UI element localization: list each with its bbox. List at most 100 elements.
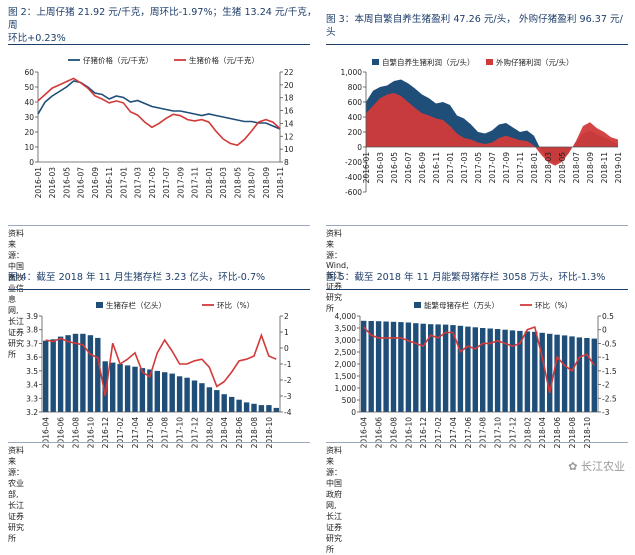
c2-x-tick-label: 2018-06 [235,417,244,449]
c0-x-tick-label: 2017-09 [176,167,185,199]
c1-left-tick-label: 800 [348,83,363,92]
c2-x-tick-label: 2017-02 [116,417,125,449]
figure-3-top-rule [326,44,628,45]
c2-legend-1-label: 环比（%） [217,300,254,310]
c1-left-tick-label: -400 [345,173,362,182]
c0-x-tick-label: 2016-03 [48,167,57,199]
c2-bar [102,361,108,412]
c3-bar [547,333,553,412]
c3-right-tick-label: -0.5 [602,339,617,348]
c2-bar [65,335,71,412]
c0-right-tick-label: 20 [284,81,294,90]
figure-3-chart: -600 -400 -200 0 200 400 600 800 1,000 2016-01 201… [341,57,623,197]
c3-x-tick-label: 2017-08 [479,417,488,449]
figure-2-chart: 0 10 20 30 40 50 60 8 10 12 14 16 18 20 22 2016-01 2016-… [24,55,294,199]
c0-right-tick-label: 8 [284,158,289,167]
c0-left-tick-label: 10 [24,143,34,152]
c3-left-tick-label: 2,000 [335,360,357,369]
c0-right-tick-label: 16 [284,107,294,116]
c1-series-area-1 [366,93,618,166]
c2-bar [199,383,205,412]
c2-bar [162,372,168,412]
c3-x-tick-label: 2017-02 [434,417,443,449]
figure-2-top-rule [8,44,310,45]
wechat-icon: ✿ [568,460,578,473]
c3-x-tick-label: 2018-02 [523,417,532,449]
c0-x-tick-label: 2018-05 [233,167,242,199]
c1-left-tick-label: 0 [357,143,362,152]
c3-left-tick-label: 4,000 [335,312,357,321]
c3-bar [368,321,374,412]
c2-x-tick-label: 2017-12 [190,417,199,449]
c3-bar [487,328,493,412]
c3-x-tick-label: 2018-08 [568,417,577,449]
c1-x-tick-label: 2017-05 [474,152,483,184]
c0-legend-1-label: 生猪价格（元/千克） [189,55,259,65]
c0-x-tick-label: 2017-05 [148,167,157,199]
c3-x-tick-label: 2016-12 [419,417,428,449]
c0-left-tick-label: 0 [29,158,34,167]
c3-left-tick-label: 0 [351,408,356,417]
c2-right-tick-label: -3 [284,392,292,401]
c3-bar [420,323,426,412]
c3-x-tick-label: 2018-06 [553,417,562,449]
figure-2-title: 图 2：上周仔猪 21.92 元/千克，周环比-1.97%；生猪 13.24 元… [8,6,320,45]
c0-right-tick-label: 10 [284,145,294,154]
c2-x-tick-label: 2017-06 [146,417,155,449]
c0-left-tick-label: 60 [24,68,34,77]
c2-bar [110,362,116,412]
figure-5-top-rule [326,289,628,290]
figure-3-title-line-1: 图 3：本周自繁自养生猪盈利 47.26 元/头， 外购仔猪盈利 96.37 元… [326,14,623,38]
c1-x-tick-label: 2018-07 [572,152,581,184]
c3-x-tick-label: 2016-08 [389,417,398,449]
c3-bar [413,323,419,412]
c2-bar [80,333,86,412]
c3-bar [428,324,434,412]
c3-line [363,325,595,393]
c2-bar [229,396,235,412]
c2-right-tick-label: 1 [284,328,289,337]
figure-4-chart: 3.2 3.3 3.4 3.5 3.6 3.7 3.8 3.9 -4 -3 -2 -1 0 1 2 2016-… [26,300,292,448]
figure-2-bottom-rule [8,225,310,226]
c1-x-tick-label: 2018-05 [558,152,567,184]
figure-5-title: 图 5：截至 2018 年 11 月能繁母猪存栏 3058 万头，环比-1.3% [326,271,632,284]
c0-x-tick-label: 2018-01 [205,167,214,199]
c3-right-tick-label: -2 [602,381,610,390]
figure-3-source: 资料来源：Wind,长江证券研究所 [326,229,349,313]
c3-bar [576,337,583,412]
figure-3-title: 图 3：本周自繁自养生猪盈利 47.26 元/头， 外购仔猪盈利 96.37 元… [326,13,632,39]
c1-x-tick-label: 2018-03 [544,152,553,184]
c3-x-tick-label: 2018-10 [583,417,592,449]
c1-x-tick-label: 2017-01 [446,152,455,184]
c3-x-tick-label: 2018-04 [538,417,547,449]
c2-x-tick-label: 2016-06 [57,417,66,449]
c2-bar [243,402,250,412]
c3-bar [405,322,412,412]
c0-right-tick-label: 18 [284,94,294,103]
c2-bar [184,377,190,412]
figure-2-title-line-2: 环比+0.23% [8,33,66,44]
c2-bar [273,407,279,412]
c2-right-tick-label: 0 [284,344,289,353]
c3-bar [494,329,501,412]
c3-bar [465,326,471,412]
c0-x-tick-label: 2017-11 [191,167,200,199]
c3-bar [375,321,382,412]
c3-bar [539,332,545,412]
c3-bar [502,329,508,412]
c1-x-tick-label: 2016-01 [362,152,371,184]
c1-legend-0-label: 自繁自养生猪利润（元/头） [382,57,475,67]
c3-bar [457,325,464,412]
c1-legend-1-label: 外购仔猪利润（元/头） [496,57,574,67]
figure-4-title-line-1: 图 4：截至 2018 年 11 月生猪存栏 3.23 亿头，环比-0.7% [8,272,266,283]
c0-x-tick-label: 2016-11 [105,167,114,199]
watermark-text: 长江农业 [581,460,625,473]
c2-x-tick-label: 2018-04 [220,417,229,449]
c2-bar [221,394,227,412]
c3-bar [591,338,597,412]
c3-bar [450,325,456,412]
c2-bar [117,364,123,412]
c3-bar [554,334,560,412]
c3-x-tick-label: 2017-04 [449,417,458,449]
watermark-logo: ✿ 长江农业 [568,458,625,474]
